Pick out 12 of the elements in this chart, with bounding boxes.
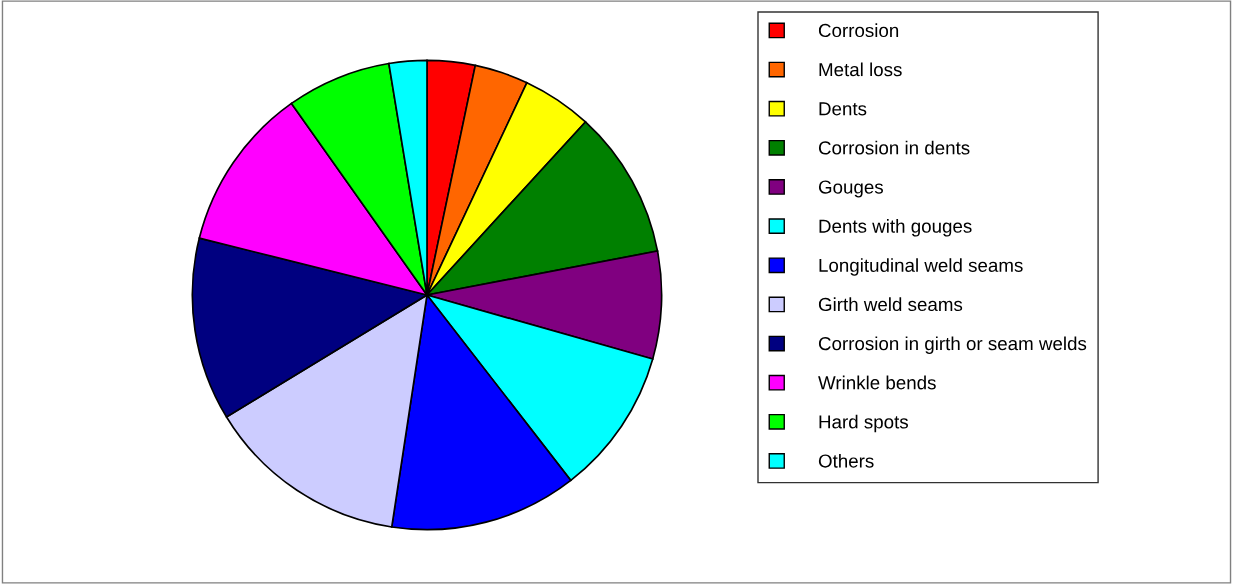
- legend-label: Corrosion: [818, 23, 899, 38]
- legend-label: Wrinkle bends: [818, 375, 936, 390]
- legend-label: Girth weld seams: [818, 297, 963, 312]
- legend-label: Others: [818, 453, 874, 468]
- legend-label: Corrosion in dents: [818, 140, 970, 155]
- legend-label: Longitudinal weld seams: [819, 258, 1023, 276]
- legend-label: Dents with gouges: [819, 219, 972, 237]
- legend-label: Gouges: [818, 180, 883, 198]
- legend-label: Corrosion in girth or seam welds: [818, 336, 1087, 354]
- legend-label: Metal loss: [819, 62, 902, 77]
- legend-label: Dents: [819, 102, 867, 116]
- legend-label: Hard spots: [819, 414, 908, 433]
